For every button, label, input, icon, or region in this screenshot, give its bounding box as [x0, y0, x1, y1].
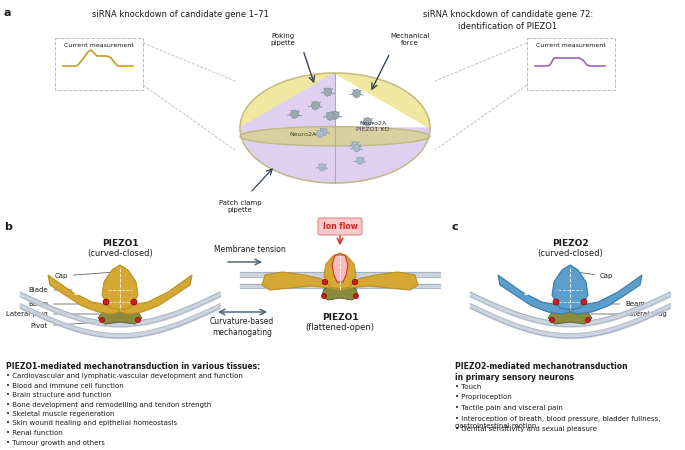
Text: (curved-closed): (curved-closed) — [537, 249, 603, 258]
Circle shape — [581, 299, 587, 305]
Circle shape — [99, 318, 105, 323]
Text: Lateral plug: Lateral plug — [6, 311, 99, 317]
Circle shape — [290, 110, 299, 118]
Polygon shape — [570, 275, 642, 314]
Polygon shape — [240, 73, 430, 128]
Polygon shape — [332, 255, 348, 282]
Text: • Tactile pain and visceral pain: • Tactile pain and visceral pain — [455, 405, 563, 411]
Text: siRNA knockdown of candidate gene 72:
identification of PIEZO1: siRNA knockdown of candidate gene 72: id… — [423, 10, 593, 31]
Circle shape — [364, 118, 372, 126]
Circle shape — [357, 157, 364, 164]
Circle shape — [319, 164, 325, 171]
Circle shape — [352, 279, 358, 285]
Text: siRNA knockdown of candidate gene 1–71: siRNA knockdown of candidate gene 1–71 — [92, 10, 269, 19]
Text: PIEZO1-mediated mechanotransduction in various tissues:: PIEZO1-mediated mechanotransduction in v… — [6, 362, 260, 371]
Polygon shape — [262, 272, 340, 290]
Circle shape — [312, 101, 319, 109]
Circle shape — [351, 141, 359, 149]
Text: PIEZO2-mediated mechanotransduction
in primary sensory neurons: PIEZO2-mediated mechanotransduction in p… — [455, 362, 627, 382]
Circle shape — [136, 318, 140, 323]
Circle shape — [553, 299, 559, 305]
Text: • Blood and immune cell function: • Blood and immune cell function — [6, 382, 124, 388]
Text: • Bone development and remodelling and tendon strength: • Bone development and remodelling and t… — [6, 401, 211, 408]
Text: Beam: Beam — [28, 301, 89, 307]
Text: c: c — [452, 222, 459, 232]
Text: • Cardiovascular and lymphatic-vascular development and function: • Cardiovascular and lymphatic-vascular … — [6, 373, 243, 379]
Text: a: a — [4, 8, 12, 18]
Text: Neuro2A: Neuro2A — [289, 132, 316, 137]
Text: • Skeletal muscle regeneration: • Skeletal muscle regeneration — [6, 411, 114, 417]
Polygon shape — [548, 308, 592, 324]
Text: Beam: Beam — [601, 301, 645, 307]
Text: Cap: Cap — [55, 272, 112, 279]
Text: • Skin wound healing and epithelial homeostasis: • Skin wound healing and epithelial home… — [6, 420, 177, 427]
Text: Poking
pipette: Poking pipette — [271, 33, 295, 46]
Polygon shape — [322, 287, 358, 300]
Text: Patch clamp
pipette: Patch clamp pipette — [219, 200, 261, 213]
Text: Lateral plug: Lateral plug — [590, 311, 667, 317]
Text: Current measurement: Current measurement — [64, 43, 134, 48]
Text: b: b — [4, 222, 12, 232]
Text: (curved-closed): (curved-closed) — [87, 249, 153, 258]
Circle shape — [586, 318, 590, 323]
Text: • Renal function: • Renal function — [6, 430, 63, 436]
Polygon shape — [552, 265, 588, 310]
Circle shape — [549, 318, 554, 323]
Text: • Tumour growth and others: • Tumour growth and others — [6, 440, 105, 446]
Text: • Interoception of breath, blood pressure, bladder fullness,
gastrointestinal mo: • Interoception of breath, blood pressur… — [455, 415, 660, 429]
Circle shape — [322, 279, 328, 285]
Text: Ion flow: Ion flow — [323, 222, 358, 231]
Circle shape — [353, 293, 358, 298]
Text: Cap: Cap — [577, 272, 613, 279]
Circle shape — [320, 128, 327, 135]
Text: (flattened-open): (flattened-open) — [306, 323, 375, 332]
Polygon shape — [498, 275, 570, 314]
Polygon shape — [340, 272, 418, 290]
Text: • Touch: • Touch — [455, 384, 482, 390]
Polygon shape — [102, 265, 138, 310]
Text: PIEZO1: PIEZO1 — [101, 239, 138, 248]
Text: Mechanical
force: Mechanical force — [390, 33, 429, 46]
Text: • Proprioception: • Proprioception — [455, 395, 512, 400]
Text: Neuro2A
PIEZO1 KD: Neuro2A PIEZO1 KD — [356, 121, 390, 132]
Circle shape — [103, 299, 109, 305]
Polygon shape — [98, 308, 142, 324]
Text: PIEZO2: PIEZO2 — [551, 239, 588, 248]
Circle shape — [324, 88, 332, 96]
Polygon shape — [240, 73, 430, 183]
Text: Pivot: Pivot — [31, 322, 101, 329]
Text: • Brain structure and function: • Brain structure and function — [6, 392, 111, 398]
Circle shape — [316, 130, 323, 137]
Text: PIEZO1: PIEZO1 — [322, 313, 358, 322]
Ellipse shape — [240, 126, 430, 146]
Text: Membrane tension: Membrane tension — [214, 245, 286, 254]
Polygon shape — [324, 253, 356, 289]
FancyBboxPatch shape — [318, 218, 362, 235]
Circle shape — [131, 299, 137, 305]
Circle shape — [326, 112, 334, 120]
Polygon shape — [120, 275, 192, 314]
Text: Blade: Blade — [28, 287, 72, 293]
Text: Current measurement: Current measurement — [536, 43, 606, 48]
Circle shape — [321, 293, 327, 298]
Text: • Genital sensitivity and sexual pleasure: • Genital sensitivity and sexual pleasur… — [455, 426, 597, 432]
Text: Curvature-based
mechanogating: Curvature-based mechanogating — [210, 317, 274, 337]
Circle shape — [331, 111, 339, 119]
Text: Blade: Blade — [74, 290, 96, 296]
Polygon shape — [48, 275, 120, 314]
Text: Blade: Blade — [524, 290, 546, 296]
Circle shape — [353, 90, 360, 98]
Circle shape — [353, 144, 360, 152]
